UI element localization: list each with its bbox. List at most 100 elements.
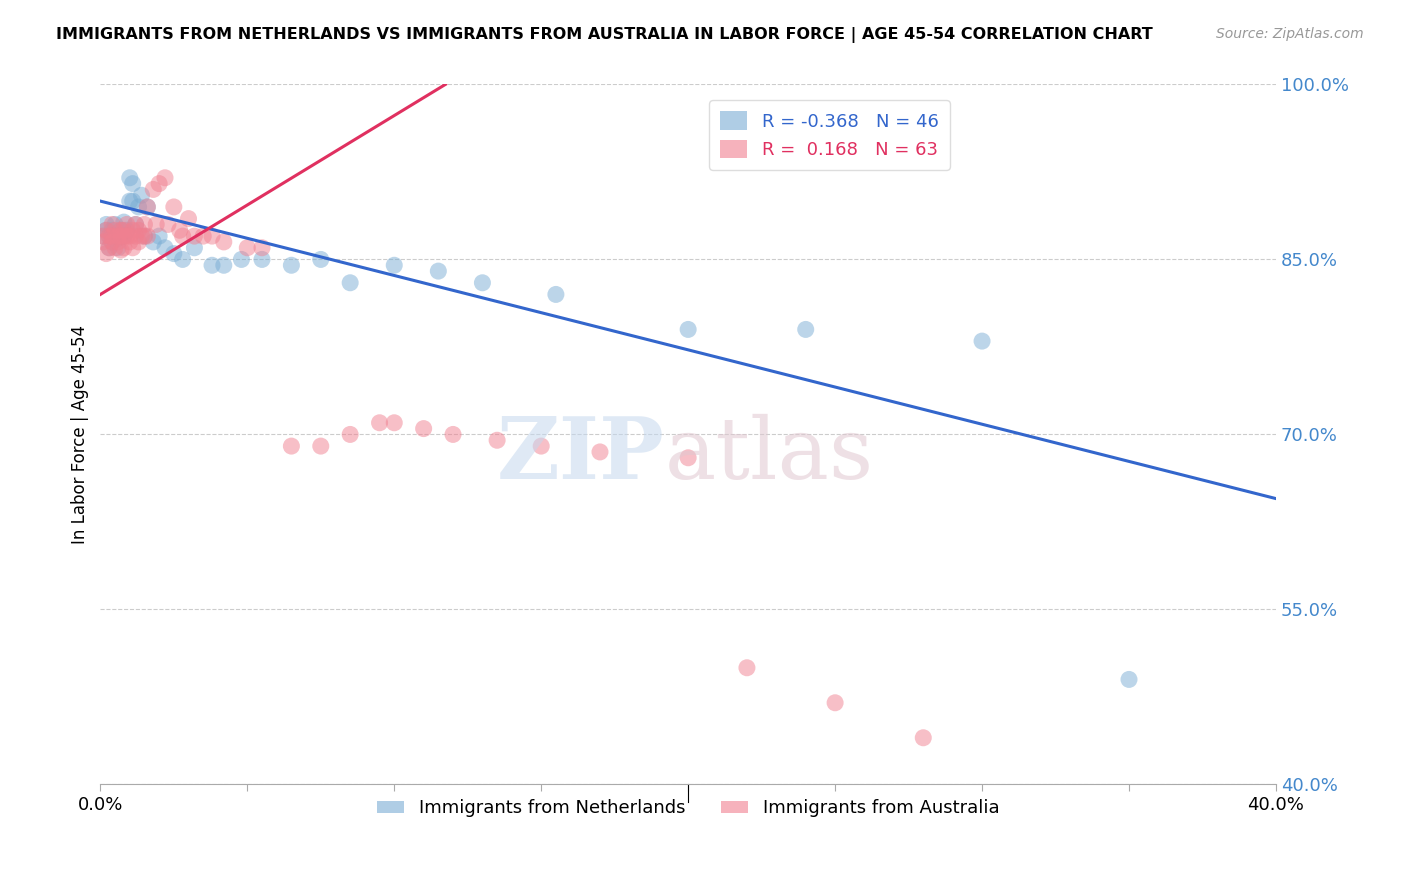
Point — [156, 218, 179, 232]
Point — [676, 450, 699, 465]
Point — [142, 182, 165, 196]
Point — [427, 264, 450, 278]
Point — [115, 223, 138, 237]
Point — [101, 218, 124, 232]
Point — [110, 223, 132, 237]
Point — [824, 696, 846, 710]
Point — [382, 416, 405, 430]
Point — [112, 229, 135, 244]
Point — [98, 229, 121, 244]
Point — [912, 731, 935, 745]
Point — [124, 229, 146, 244]
Point — [104, 229, 127, 244]
Text: atlas: atlas — [665, 414, 873, 497]
Point — [212, 235, 235, 249]
Point — [121, 177, 143, 191]
Point — [101, 223, 124, 237]
Point — [112, 223, 135, 237]
Text: Source: ZipAtlas.com: Source: ZipAtlas.com — [1216, 27, 1364, 41]
Point — [142, 235, 165, 249]
Point — [201, 229, 224, 244]
Point — [131, 229, 153, 244]
Point — [250, 252, 273, 267]
Point — [339, 427, 361, 442]
Point — [201, 258, 224, 272]
Point — [163, 246, 186, 260]
Point — [544, 287, 567, 301]
Point — [236, 241, 259, 255]
Point — [172, 252, 194, 267]
Point — [148, 229, 170, 244]
Point — [107, 235, 129, 249]
Point — [735, 661, 758, 675]
Point — [104, 241, 127, 255]
Point — [98, 229, 121, 244]
Text: ZIP: ZIP — [496, 413, 665, 498]
Point — [118, 170, 141, 185]
Point — [970, 334, 993, 348]
Point — [183, 241, 205, 255]
Point — [96, 246, 118, 260]
Point — [112, 229, 135, 244]
Point — [110, 223, 132, 237]
Point — [169, 223, 191, 237]
Point — [96, 223, 118, 237]
Point — [118, 229, 141, 244]
Point — [96, 218, 118, 232]
Point — [110, 243, 132, 257]
Point — [112, 215, 135, 229]
Point — [124, 218, 146, 232]
Point — [794, 322, 817, 336]
Point — [134, 218, 156, 232]
Point — [131, 188, 153, 202]
Y-axis label: In Labor Force | Age 45-54: In Labor Force | Age 45-54 — [72, 325, 89, 544]
Point — [309, 439, 332, 453]
Point — [212, 258, 235, 272]
Point — [112, 241, 135, 255]
Point — [101, 235, 124, 249]
Point — [486, 434, 509, 448]
Point — [136, 200, 159, 214]
Point — [124, 218, 146, 232]
Point — [96, 223, 118, 237]
Point — [121, 194, 143, 208]
Point — [98, 241, 121, 255]
Point — [368, 416, 391, 430]
Point — [91, 235, 114, 249]
Point — [115, 218, 138, 232]
Point — [280, 439, 302, 453]
Point — [98, 241, 121, 255]
Point — [530, 439, 553, 453]
Point — [676, 322, 699, 336]
Point — [115, 229, 138, 244]
Point — [128, 200, 150, 214]
Point — [128, 223, 150, 237]
Point — [471, 276, 494, 290]
Point — [110, 229, 132, 244]
Point — [110, 229, 132, 244]
Point — [101, 229, 124, 244]
Point — [589, 445, 612, 459]
Point — [121, 241, 143, 255]
Point — [104, 223, 127, 237]
Point — [91, 229, 114, 244]
Point — [148, 177, 170, 191]
Point — [1118, 673, 1140, 687]
Point — [280, 258, 302, 272]
Point — [118, 194, 141, 208]
Point — [441, 427, 464, 442]
Point — [134, 229, 156, 244]
Point — [107, 229, 129, 244]
Point — [382, 258, 405, 272]
Point — [153, 241, 176, 255]
Point — [412, 421, 434, 435]
Point — [250, 241, 273, 255]
Point — [177, 211, 200, 226]
Legend: Immigrants from Netherlands, Immigrants from Australia: Immigrants from Netherlands, Immigrants … — [370, 792, 1007, 824]
Point — [172, 229, 194, 244]
Point — [153, 170, 176, 185]
Point — [118, 235, 141, 249]
Point — [309, 252, 332, 267]
Point — [183, 229, 205, 244]
Point — [121, 223, 143, 237]
